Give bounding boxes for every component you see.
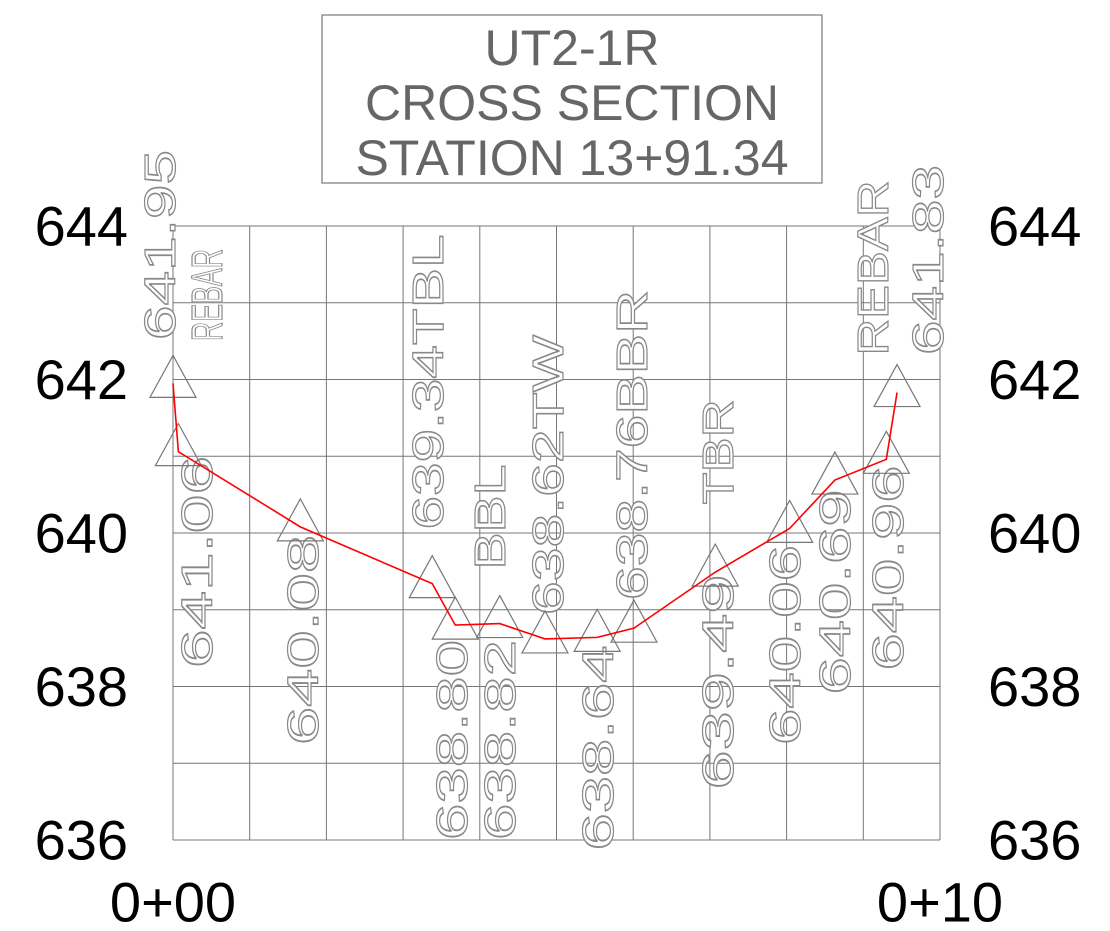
point-label-part: 641.83	[904, 165, 953, 355]
point-label-part: 638.80	[428, 640, 477, 840]
y2-tick-label: 638	[988, 655, 1081, 718]
x-tick-label: 0+10	[877, 871, 1003, 931]
marker	[154, 422, 203, 467]
marker	[609, 598, 658, 643]
chart-title: CROSS SECTION	[365, 75, 779, 131]
point-description: REBAR	[849, 181, 898, 356]
y2-tick-label: 636	[988, 809, 1081, 872]
point-label-part: 638.76	[608, 415, 657, 600]
point-label-part: 638.62	[524, 429, 573, 615]
point-label: 640.69	[811, 490, 860, 695]
y-tick-label: 644	[35, 195, 128, 258]
point-label: 641.95	[136, 150, 185, 340]
point-label-part: 639.49	[694, 575, 743, 790]
y-tick-label: 636	[35, 809, 128, 872]
point-label-part: 638.82	[476, 640, 525, 840]
point-label: 639.49	[694, 575, 743, 790]
title-box	[321, 14, 823, 184]
point-label: 638.82	[476, 640, 525, 840]
point-description-part: REBAR	[849, 181, 898, 356]
point-label: 638.76BBR	[608, 290, 657, 600]
point-label: 638.64	[574, 646, 623, 851]
chart-title: STATION 13+91.34	[355, 130, 788, 186]
marker	[862, 430, 911, 474]
y2-tick-label: 642	[988, 348, 1081, 411]
y2-tick-label: 644	[988, 195, 1081, 258]
point-label-part: TBL	[404, 235, 453, 346]
y-tick-label: 638	[35, 655, 128, 718]
point-label: 641.83	[904, 165, 953, 355]
y2-tick-label: 640	[988, 502, 1081, 565]
point-label: 638.62TW	[524, 334, 573, 615]
chart-title: UT2-1R	[484, 20, 659, 76]
point-label: 640.06	[761, 545, 810, 745]
point-label-part: TW	[524, 334, 573, 429]
point-label: 639.34TBL	[404, 235, 453, 530]
marker	[810, 450, 859, 495]
point-label-part: BBR	[608, 290, 657, 415]
point-label-part: 641.95	[136, 150, 185, 340]
point-label-part: 641.06	[173, 456, 222, 668]
point-label: 641.06	[173, 456, 222, 668]
x-tick-label: 0+00	[110, 871, 236, 931]
marker	[475, 594, 524, 639]
point-label-part: 638.64	[574, 646, 623, 851]
point-label: 640.08	[279, 535, 328, 745]
point-label-part: 639.34	[404, 345, 453, 529]
point-description: REBAR	[183, 249, 232, 341]
point-description-part: REBAR	[183, 249, 232, 341]
marker	[431, 595, 480, 640]
point-label-part: 640.69	[811, 490, 860, 695]
point-description-part: BBL	[466, 465, 515, 570]
marker	[765, 499, 814, 543]
marker	[148, 354, 198, 398]
profile-line	[172, 383, 898, 640]
y-tick-label: 642	[35, 348, 128, 411]
point-description: TBR	[694, 400, 743, 505]
point-label: 640.96	[864, 466, 913, 671]
marker	[873, 363, 922, 408]
point-label-part: 640.96	[864, 466, 913, 671]
point-label: 638.80	[428, 640, 477, 840]
point-description: BBL	[466, 465, 515, 570]
y-tick-label: 640	[35, 502, 128, 565]
point-label-part: 640.08	[279, 535, 328, 745]
point-label-part: 640.06	[761, 545, 810, 745]
marker	[520, 609, 570, 654]
marker	[408, 554, 457, 599]
marker	[573, 608, 622, 652]
point-description-part: TBR	[694, 400, 743, 505]
